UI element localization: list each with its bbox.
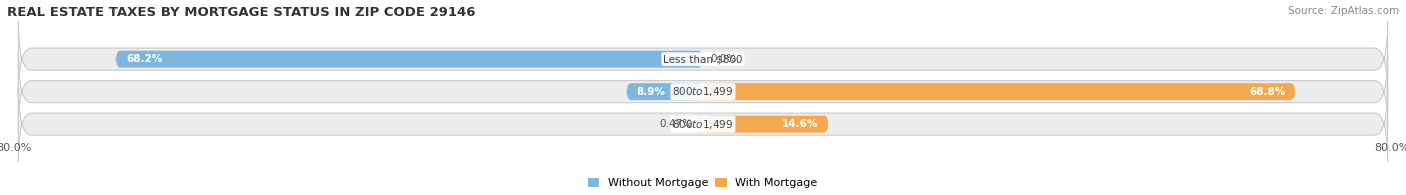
Text: REAL ESTATE TAXES BY MORTGAGE STATUS IN ZIP CODE 29146: REAL ESTATE TAXES BY MORTGAGE STATUS IN … xyxy=(7,6,475,19)
Text: Less than $800: Less than $800 xyxy=(664,54,742,64)
Legend: Without Mortgage, With Mortgage: Without Mortgage, With Mortgage xyxy=(588,178,818,189)
Text: Source: ZipAtlas.com: Source: ZipAtlas.com xyxy=(1288,6,1399,16)
FancyBboxPatch shape xyxy=(18,54,1388,129)
FancyBboxPatch shape xyxy=(115,51,703,68)
Text: $800 to $1,499: $800 to $1,499 xyxy=(672,85,734,98)
Text: 14.6%: 14.6% xyxy=(782,119,818,129)
Text: 68.2%: 68.2% xyxy=(127,54,162,64)
FancyBboxPatch shape xyxy=(703,83,1295,100)
FancyBboxPatch shape xyxy=(626,83,703,100)
Text: 8.9%: 8.9% xyxy=(637,87,665,97)
Text: 0.0%: 0.0% xyxy=(710,54,737,64)
FancyBboxPatch shape xyxy=(18,86,1388,162)
FancyBboxPatch shape xyxy=(699,116,703,133)
Text: 0.47%: 0.47% xyxy=(659,119,692,129)
FancyBboxPatch shape xyxy=(703,116,828,133)
Text: 68.8%: 68.8% xyxy=(1249,87,1285,97)
Text: $800 to $1,499: $800 to $1,499 xyxy=(672,118,734,131)
FancyBboxPatch shape xyxy=(18,21,1388,97)
